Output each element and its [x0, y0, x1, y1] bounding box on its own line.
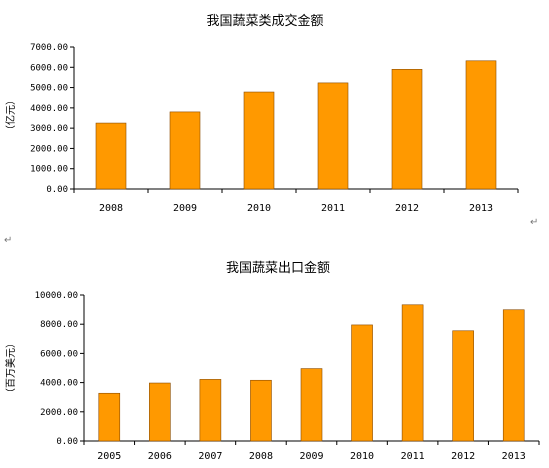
y-tick-label: 6000.00	[40, 349, 78, 359]
y-tick-label: 7000.00	[30, 43, 68, 53]
y-tick-label: 0.00	[46, 185, 68, 195]
chart-export-value: 我国蔬菜出口金额 （百万美元） 0.00 2000.00 4000.00 6000.0…	[4, 260, 540, 462]
bar	[98, 392, 121, 442]
chart-title: 我国蔬菜类成交金额	[206, 13, 323, 29]
x-tick-label: 2011	[401, 451, 425, 462]
bar	[149, 382, 171, 442]
bar	[502, 309, 525, 442]
bar	[401, 304, 424, 442]
bar	[465, 60, 497, 190]
x-tick-label: 2011	[321, 203, 345, 214]
bar	[317, 82, 349, 190]
bar	[300, 368, 323, 442]
paragraph-mark: ↵	[4, 235, 12, 246]
bar	[199, 379, 222, 442]
bar	[452, 330, 474, 442]
chart-trade-value: 我国蔬菜类成交金额 （亿元） 0.00 1000.00 2000.00 3000.00…	[4, 13, 519, 214]
x-tick-label: 2012	[451, 451, 475, 462]
paragraph-mark: ↵	[530, 217, 538, 228]
y-tick-label: 10000.00	[35, 291, 78, 301]
y-tick-label: 4000.00	[30, 104, 68, 114]
x-tick-label: 2013	[502, 451, 526, 462]
y-axis-label: （亿元）	[4, 95, 17, 135]
y-tick-label: 0.00	[56, 437, 78, 447]
x-tick-label: 2013	[469, 203, 493, 214]
x-tick-label: 2007	[198, 451, 222, 462]
y-tick-label: 3000.00	[30, 124, 68, 134]
bar	[391, 69, 423, 190]
x-tick-label: 2008	[99, 203, 123, 214]
y-tick-label: 1000.00	[30, 165, 68, 175]
x-tick-label: 2010	[247, 203, 271, 214]
bar	[351, 324, 373, 442]
x-tick-label: 2008	[249, 451, 273, 462]
bar	[243, 91, 275, 190]
bar	[250, 379, 272, 442]
x-tick-label: 2005	[97, 451, 121, 462]
x-tick-label: 2006	[148, 451, 172, 462]
y-tick-label: 4000.00	[40, 379, 78, 389]
y-tick-label: 8000.00	[40, 320, 78, 330]
x-tick-label: 2010	[350, 451, 374, 462]
y-tick-label: 2000.00	[30, 144, 68, 154]
y-tick-label: 6000.00	[30, 63, 68, 73]
y-tick-label: 2000.00	[40, 408, 78, 418]
x-tick-label: 2009	[299, 451, 323, 462]
y-axis-label: （百万美元）	[4, 338, 17, 398]
x-tick-label: 2012	[395, 203, 419, 214]
bar	[169, 111, 201, 190]
chart-title: 我国蔬菜出口金额	[226, 260, 330, 276]
bar	[95, 122, 127, 190]
y-tick-label: 5000.00	[30, 84, 68, 94]
x-tick-label: 2009	[173, 203, 197, 214]
